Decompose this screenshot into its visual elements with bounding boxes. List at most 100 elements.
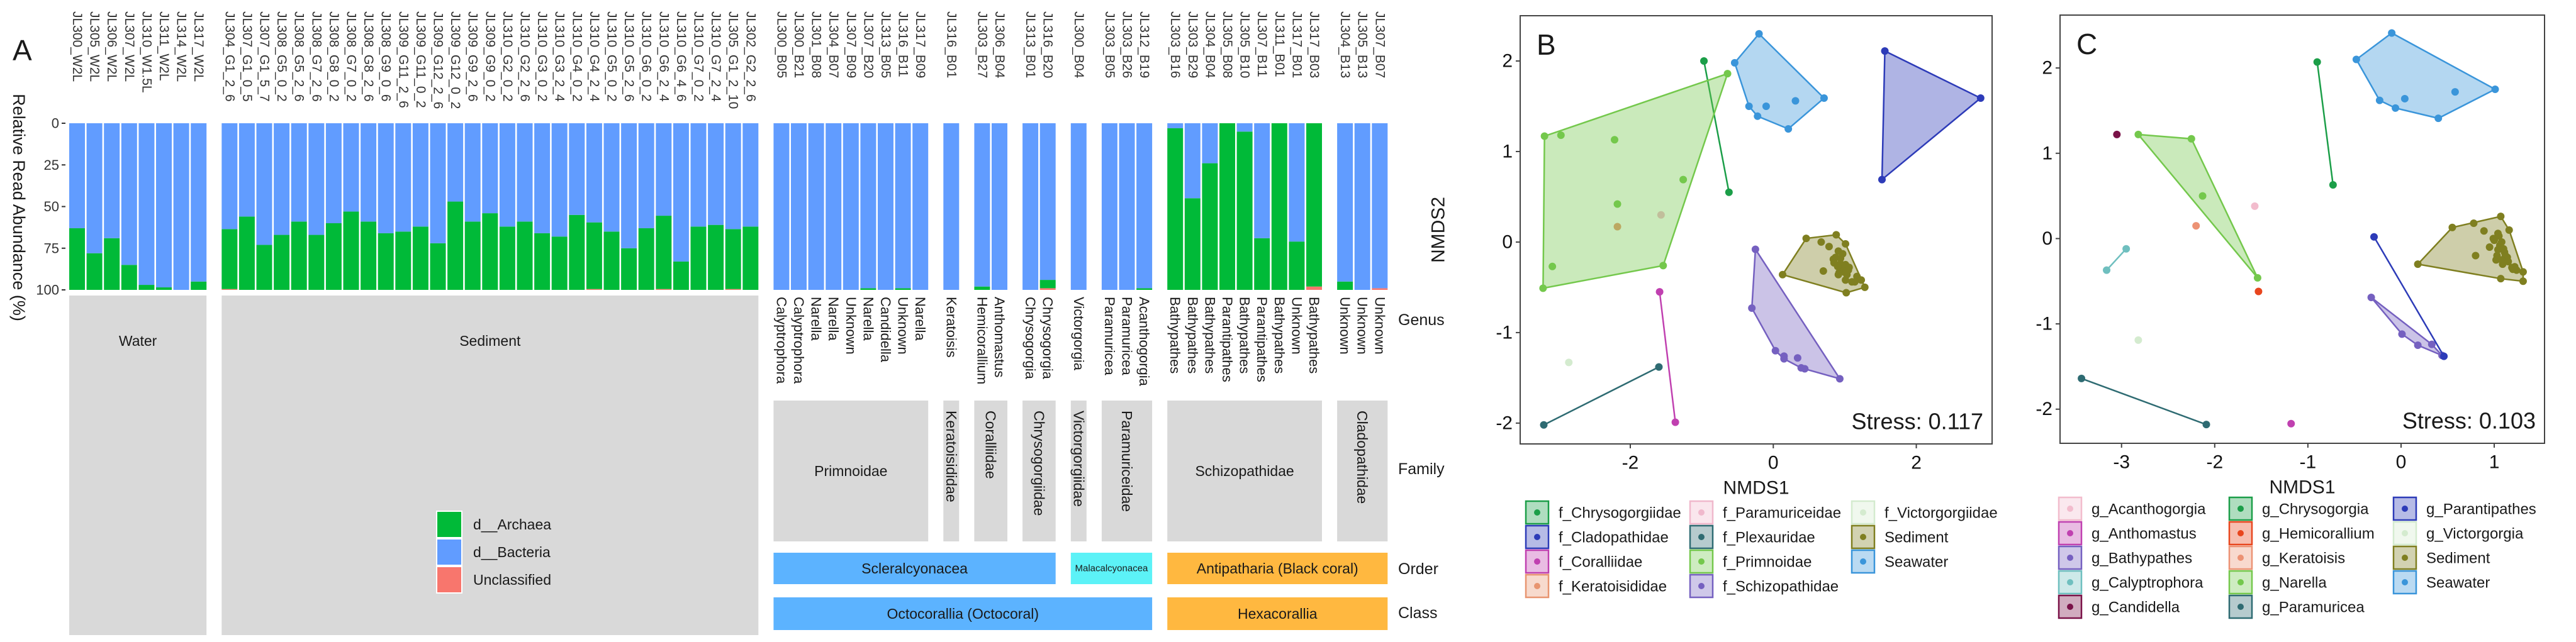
sample-label: JL300_B21 [792,11,806,78]
bar-segment-unclassified [725,289,741,290]
sample-label: JL317_B03 [1307,11,1321,78]
bar-segment-bacteria [690,123,707,227]
x-axis-title: NMDS1 [2269,477,2335,498]
bar-segment-archaea [1289,241,1305,290]
data-point [1784,125,1793,133]
sample-label: JL317_B09 [913,11,927,78]
group-g_hemicorallium [2254,287,2263,296]
data-point [1540,421,1548,429]
legend-dot [2402,555,2408,561]
data-point [1834,270,1842,279]
group-line [2316,62,2334,185]
group-f_keratoisididae [1613,223,1621,231]
group-f_cladopathidae [1878,47,1985,184]
bar-segment-bacteria [238,123,255,217]
data-point [1780,355,1788,363]
bar-JL317_B09 [912,123,929,290]
data-point [2388,29,2396,37]
family-label: Cladopathidae [1354,411,1370,504]
sample-label: JL309_G11_0_2 [413,11,428,108]
legend-label: d__Bacteria [473,544,551,560]
y-tick-label: -2 [2036,399,2052,419]
bar-JL301_B08 [808,123,824,290]
legend-item: g_Bathypathes [2058,545,2192,570]
group-g_narella [2134,130,2261,282]
bar-segment-bacteria [1167,123,1184,128]
legend-label: g_Bathypathes [2092,550,2192,567]
genus-label: Narella [826,297,841,341]
legend-label: Seawater [1884,554,1948,571]
bar-segment-bacteria [1022,123,1039,290]
family-strip-victorgorgiidae [1070,401,1087,541]
data-point [1540,132,1548,140]
bar-segment-archaea [517,221,533,290]
genus-label: Bathypathes [1237,297,1253,374]
data-point [2472,252,2480,260]
bar-JL304_B13 [1337,123,1353,290]
sample-label: JL303_B16 [1168,11,1182,78]
panel-c: -3 -2 -1 0 1 -2 -1 0 1 2 NMDS1 C Stress: 0.103 g_Acan… [2036,14,2545,619]
legend-item: g_Acanthogorgia [2058,496,2206,521]
y-tick-label: -1 [1496,322,1513,343]
genus-label: Unknown [1337,297,1353,355]
legend-label: f_Keratoisididae [1559,578,1667,595]
legend-item: f_Keratoisididae [1525,573,1667,599]
plot-frame [1520,15,1993,445]
legend-item: Seawater [1851,549,1948,574]
bar-segment-bacteria [895,123,911,289]
order-strip [773,553,1056,584]
x-tick-label: -3 [2113,452,2130,473]
family-strip-coralliidae [974,401,1007,541]
data-point [2440,352,2448,360]
legend-swatch-unclassified [436,566,462,594]
sample-label: JL316_B01 [944,11,958,78]
bar-segment-archaea [1219,123,1235,290]
data-point [2113,130,2121,138]
genus-label: Keratoisis [943,297,959,358]
genus-label: Victorgorgia [1071,297,1087,371]
data-point [1771,346,1779,355]
bar-segment-archaea [1337,281,1353,290]
bar-segment-bacteria [274,123,290,235]
bar-segment-archaea [86,253,103,290]
legend-dot [2237,604,2244,610]
legend-item: g_Chrysogorgia [2228,496,2369,521]
data-point [2519,268,2527,276]
data-point [1842,267,1851,275]
sample-label: JL313_B01 [1023,11,1038,78]
bar-JL307_B20 [860,123,876,290]
legend-swatch [1525,524,1550,550]
sample-label: JL306_B04 [992,11,1007,79]
data-point [1835,375,1844,383]
bar-segment-bacteria [569,123,585,215]
group-hull [1881,50,1983,182]
sample-label: JL308_G9_0_6 [379,11,393,102]
bar-JL311_B01 [1271,123,1287,290]
group-f_primnoidae [1539,70,1732,292]
sample-label: JL309_G9_0_2 [483,11,497,102]
bar-JL308_G8_0_2 [325,123,342,290]
sample-label: JL311_W2L [157,11,171,81]
sample-label: JL310_G7_2_4 [708,11,723,102]
bar-JL302_G2_2_6 [742,123,759,290]
data-point [2078,374,2086,382]
sample-label: JL308_G5_2_6 [292,11,306,102]
data-point [1842,240,1850,248]
data-point [2254,287,2263,296]
legend-label: f_Schizopathidae [1723,578,1839,595]
sample-label: JL310_G3_2_4 [552,11,567,102]
bar-segment-unclassified [221,289,238,290]
sample-label: JL310_G6_0_2 [639,11,654,102]
bar-segment-archaea [121,265,137,290]
legend-label: g_Parantipathes [2426,501,2536,518]
data-point [2352,55,2360,64]
legend-dot [1698,583,1705,589]
bar-segment-bacteria [1337,123,1353,282]
legend-label: g_Victorgorgia [2426,526,2524,543]
genus-label: Chrysogorgia [1022,297,1038,380]
order-row-title: Order [1398,560,1438,578]
sample-label: JL309_G12_0_2 [448,11,462,109]
bar-segment-archaea [569,214,585,290]
bar-JL308_G8_2_6 [361,123,377,290]
bar-segment-bacteria [638,123,654,228]
